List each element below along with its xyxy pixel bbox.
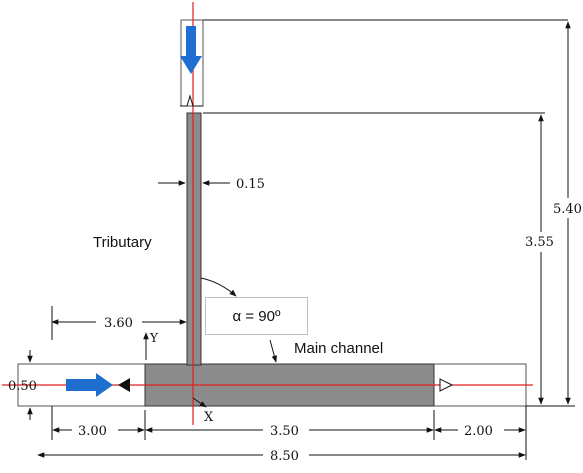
dim-total-height-label: 5.40 bbox=[553, 202, 582, 217]
y-axis-label: Y bbox=[149, 331, 159, 345]
dim-upstream-length-label: 3.00 bbox=[78, 424, 107, 439]
main-channel-label: Main channel bbox=[294, 340, 384, 357]
tributary-break-symbol bbox=[180, 94, 203, 107]
dim-tributary-length-label: 3.55 bbox=[525, 235, 554, 250]
dim-main-width-label: 0.50 bbox=[8, 379, 37, 394]
main-flow-arrow-icon bbox=[66, 373, 113, 397]
alpha-angle-label: α = 90º bbox=[205, 297, 308, 335]
dim-tributary-width-label: 0.15 bbox=[236, 177, 265, 192]
tributary-channel-body bbox=[186, 112, 202, 366]
dim-confluence-length-label: 3.50 bbox=[270, 424, 299, 439]
inlet-break-symbol bbox=[118, 378, 130, 392]
tributary-flow-arrow-icon bbox=[180, 26, 202, 74]
alpha-leader-curve bbox=[200, 277, 237, 297]
dim-downstream-length-label: 2.00 bbox=[464, 424, 493, 439]
dim-tributary-offset-label: 3.60 bbox=[104, 316, 133, 331]
outlet-break-symbol bbox=[439, 378, 454, 392]
x-axis-label: X bbox=[204, 410, 214, 425]
main-channel-leader bbox=[269, 339, 278, 363]
dim-total-length-label: 8.50 bbox=[270, 449, 299, 464]
tributary-label: Tributary bbox=[93, 234, 152, 251]
x-axis-arrow bbox=[192, 397, 207, 408]
tributary-inlet-outline bbox=[180, 19, 204, 107]
